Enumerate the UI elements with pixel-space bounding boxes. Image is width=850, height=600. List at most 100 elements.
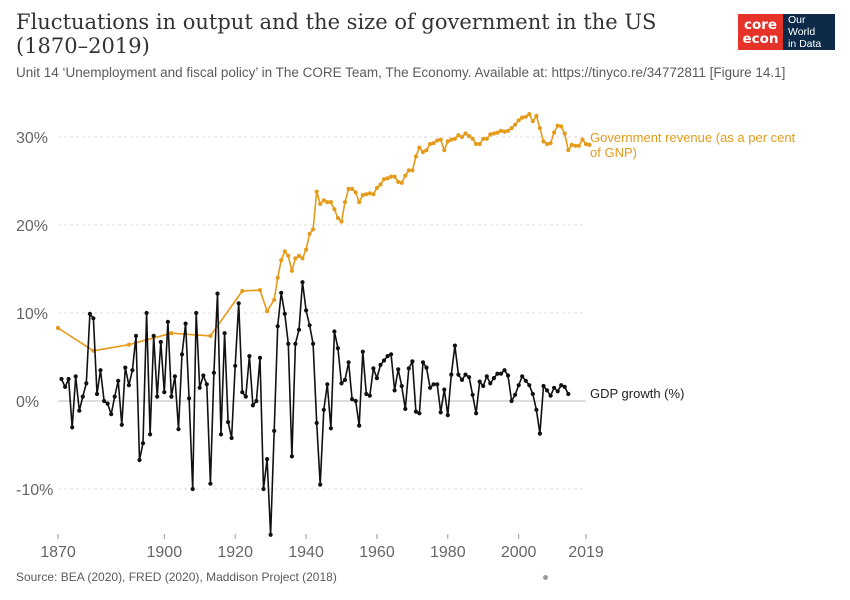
revenue-series-label: Government revenue (as a per cent of GNP) xyxy=(590,130,796,160)
gdp-growth-point xyxy=(459,377,465,382)
gdp-growth-point xyxy=(403,406,408,411)
our-world-in-data-logo: Our World in Data xyxy=(783,14,835,50)
gdp-growth-point xyxy=(240,390,245,395)
revenue-point xyxy=(559,124,564,129)
brand-logo[interactable]: core econ Our World in Data xyxy=(738,14,835,50)
gdp-growth-point xyxy=(392,388,397,393)
logo-owid-line1: Our World xyxy=(788,14,816,38)
gdp-growth-point xyxy=(530,391,535,397)
revenue-point xyxy=(498,128,504,133)
revenue-point xyxy=(576,143,582,148)
gdp-growth-point xyxy=(452,343,457,348)
revenue-point xyxy=(474,141,479,147)
gdp-growth-point xyxy=(467,375,472,380)
revenue-point xyxy=(491,131,496,136)
revenue-point xyxy=(424,148,429,153)
gdp-growth-point xyxy=(222,331,227,336)
revenue-point xyxy=(548,141,553,146)
logo-econ-text: econ xyxy=(742,31,779,47)
revenue-point xyxy=(502,129,507,134)
gdp-growth-point xyxy=(332,329,337,334)
gdp-growth-point xyxy=(509,398,514,404)
gdp-growth-point xyxy=(73,374,78,379)
revenue-point xyxy=(279,258,284,263)
gdp-growth-point xyxy=(321,407,326,412)
gdp-growth-point xyxy=(130,368,135,373)
gdp-growth-point xyxy=(328,426,333,431)
gdp-growth-point xyxy=(389,352,394,357)
gdp-growth-point xyxy=(495,371,500,376)
chart-title-line1: Fluctuations in output and the size of g… xyxy=(16,10,657,34)
revenue-point xyxy=(272,297,277,302)
gdp-growth-point xyxy=(548,393,553,398)
gdp-growth-point xyxy=(537,431,543,436)
gdp-growth-point xyxy=(91,316,96,321)
gdp-growth-point xyxy=(566,391,571,397)
revenue-point xyxy=(445,139,450,144)
gdp-growth-point xyxy=(94,391,100,397)
revenue-point xyxy=(286,253,291,258)
source-note: Source: BEA (2020), FRED (2020), Maddiso… xyxy=(16,570,337,584)
gdp-growth-point xyxy=(371,366,376,371)
gdp-series-label: GDP growth (%) xyxy=(590,386,684,401)
x-tick-label: 1980 xyxy=(430,544,466,561)
gdp-growth-point xyxy=(293,341,298,346)
revenue-point xyxy=(265,309,270,314)
gdp-growth-point xyxy=(247,354,252,359)
revenue-point xyxy=(332,207,337,212)
revenue-point xyxy=(467,134,472,139)
revenue-point xyxy=(357,200,362,205)
revenue-point xyxy=(505,128,511,133)
gdp-growth-point xyxy=(265,457,270,462)
gdp-growth-point xyxy=(126,383,131,388)
revenue-point xyxy=(360,193,365,198)
revenue-point xyxy=(307,231,312,236)
revenue-point xyxy=(339,219,344,224)
revenue-point xyxy=(378,182,383,187)
gdp-growth-point xyxy=(428,385,433,390)
gdp-growth-point xyxy=(534,407,539,412)
gdp-growth-point xyxy=(169,394,174,399)
x-tick-label: 1940 xyxy=(288,544,324,561)
revenue-point xyxy=(350,186,355,191)
gdp-growth-point xyxy=(431,382,436,387)
gdp-growth-point xyxy=(555,389,560,394)
y-tick-label: 30% xyxy=(16,130,48,147)
gdp-growth-point xyxy=(505,373,511,378)
gdp-growth-point xyxy=(282,311,287,316)
revenue-point xyxy=(523,114,528,119)
gdp-growth-point xyxy=(233,363,238,368)
revenue-point xyxy=(534,113,539,118)
revenue-point xyxy=(208,333,213,338)
gdp-growth-point xyxy=(158,339,163,345)
gdp-growth-point xyxy=(140,441,146,446)
revenue-point xyxy=(580,137,585,142)
x-tick-label: 1870 xyxy=(40,544,76,561)
gdp-growth-point xyxy=(318,482,323,487)
gdp-growth-point xyxy=(84,381,89,386)
y-tick-label: -10% xyxy=(16,482,53,499)
gdp-growth-point xyxy=(286,341,291,346)
revenue-point xyxy=(381,177,387,182)
revenue-point xyxy=(413,154,418,159)
revenue-point xyxy=(569,142,574,147)
revenue-point xyxy=(537,126,543,131)
revenue-point xyxy=(513,122,518,127)
revenue-point xyxy=(495,130,500,135)
gdp-growth-point xyxy=(541,383,546,389)
gdp-growth-point xyxy=(360,349,365,354)
gdp-growth-point xyxy=(201,373,206,378)
gdp-growth-point xyxy=(243,394,248,399)
gdp-growth-point xyxy=(261,486,266,492)
gdp-growth-point xyxy=(374,376,379,381)
chart-title: Fluctuations in output and the size of g… xyxy=(16,10,716,58)
logo-core-text: core xyxy=(743,17,778,33)
revenue-point xyxy=(321,198,326,203)
revenue-point xyxy=(399,180,404,185)
x-tick-label: 1960 xyxy=(359,544,395,561)
revenue-point xyxy=(573,143,578,148)
revenue-point xyxy=(562,131,567,136)
gdp-growth-point xyxy=(364,391,369,397)
gdp-growth-point xyxy=(272,428,277,433)
gdp-growth-point xyxy=(190,486,195,492)
